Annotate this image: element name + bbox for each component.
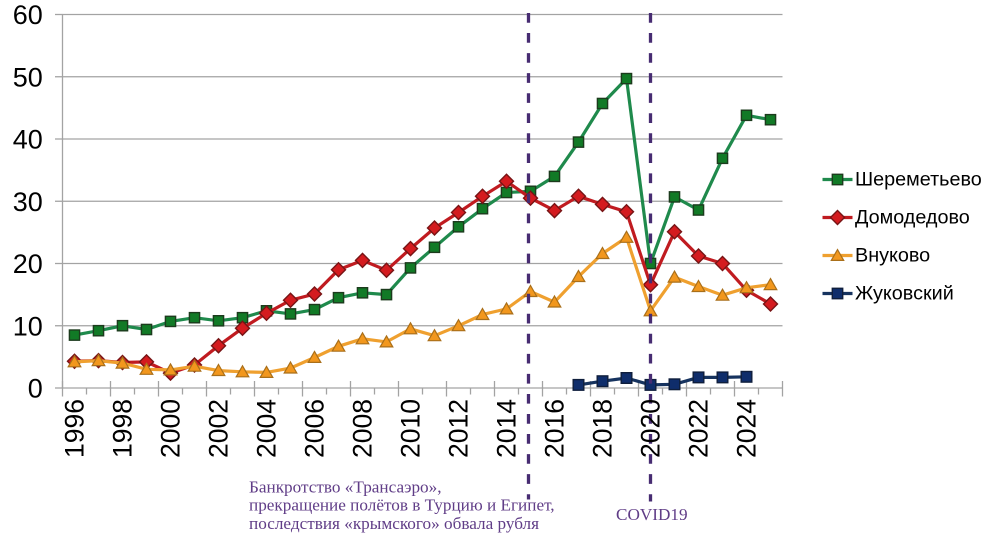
svg-text:2000: 2000 xyxy=(156,399,186,458)
svg-text:1996: 1996 xyxy=(60,399,90,458)
svg-text:Жуковский: Жуковский xyxy=(855,283,954,305)
svg-text:2004: 2004 xyxy=(252,399,282,458)
svg-text:10: 10 xyxy=(13,311,43,341)
svg-text:30: 30 xyxy=(13,187,43,217)
svg-text:0: 0 xyxy=(28,374,43,404)
svg-text:60: 60 xyxy=(13,0,43,30)
svg-text:2014: 2014 xyxy=(492,399,522,458)
svg-text:2006: 2006 xyxy=(300,399,330,458)
svg-text:2008: 2008 xyxy=(348,399,378,458)
svg-text:2002: 2002 xyxy=(204,399,234,458)
svg-text:40: 40 xyxy=(13,125,43,155)
svg-text:прекращение полётов в Турцию и: прекращение полётов в Турцию и Египет, xyxy=(249,496,555,515)
svg-text:COVID19: COVID19 xyxy=(616,505,688,524)
svg-text:2012: 2012 xyxy=(444,399,474,458)
svg-text:2018: 2018 xyxy=(588,399,618,458)
svg-text:последствия «крымского» обвала: последствия «крымского» обвала рубля xyxy=(249,514,539,533)
svg-text:2020: 2020 xyxy=(636,399,666,458)
svg-text:Домодедово: Домодедово xyxy=(855,207,970,229)
svg-text:20: 20 xyxy=(13,249,43,279)
svg-text:2010: 2010 xyxy=(396,399,426,458)
svg-text:2022: 2022 xyxy=(684,399,714,458)
svg-text:50: 50 xyxy=(13,62,43,92)
svg-text:Шереметьево: Шереметьево xyxy=(855,169,982,191)
svg-text:Банкротство «Трансаэро»,: Банкротство «Трансаэро», xyxy=(249,478,442,497)
svg-text:2016: 2016 xyxy=(540,399,570,458)
svg-text:1998: 1998 xyxy=(108,399,138,458)
svg-text:Внуково: Внуково xyxy=(855,245,930,267)
svg-text:2024: 2024 xyxy=(732,399,762,458)
